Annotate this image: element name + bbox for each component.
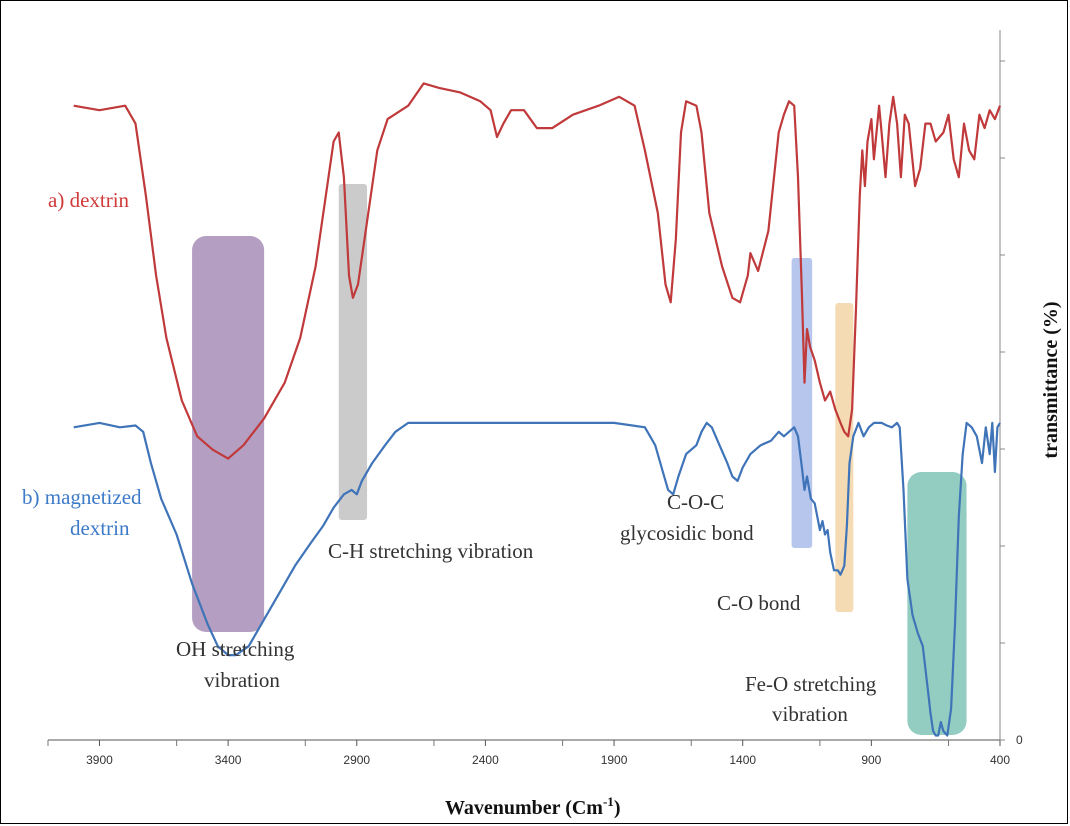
band-fe-o-stretching-vibration xyxy=(907,472,967,735)
ch-band-label: C-H stretching vibration xyxy=(328,539,534,563)
x-tick-label: 2900 xyxy=(343,753,370,767)
y-tick-label: 0 xyxy=(1016,733,1023,747)
x-tick-label: 900 xyxy=(861,753,881,767)
coc-label-line1: C-O-C xyxy=(667,490,724,514)
x-tick-label: 400 xyxy=(990,753,1010,767)
axes-layer xyxy=(48,30,1001,741)
x-tick-label: 1400 xyxy=(729,753,756,767)
series-a-label: a) dextrin xyxy=(48,188,130,212)
coc-label-line2: glycosidic bond xyxy=(620,521,754,545)
band-oh-stretching-vibration xyxy=(192,236,265,632)
band-c-o-bond xyxy=(835,303,854,612)
y-axis-title: transmittance (%) xyxy=(1040,301,1062,458)
oh-band-label-line1: OH stretching xyxy=(176,637,295,661)
co-band-label: C-O bond xyxy=(717,591,801,615)
series-b-label-line2: dextrin xyxy=(70,516,130,540)
oh-band-label-line2: vibration xyxy=(204,668,280,692)
x-tick-label: 2400 xyxy=(472,753,499,767)
x-tick-label: 3900 xyxy=(86,753,113,767)
series-layer xyxy=(73,82,1002,737)
band-c-h-stretching-vibration xyxy=(338,184,368,520)
series-magnetized-dextrin-line xyxy=(73,421,1001,737)
feo-label-line2: vibration xyxy=(772,702,848,726)
series-b-label-line1: b) magnetized xyxy=(22,485,142,509)
x-tick-label: 3400 xyxy=(215,753,242,767)
x-tick-label: 1900 xyxy=(601,753,628,767)
series-dextrin-line xyxy=(73,82,1002,460)
x-axis-title: Wavenumber (Cm-1) xyxy=(445,794,620,819)
feo-label-line1: Fe-O stretching xyxy=(745,672,877,696)
ticks-layer: 3900 3400 2900 2400 1900 1400 900 400 0 xyxy=(47,60,1023,767)
